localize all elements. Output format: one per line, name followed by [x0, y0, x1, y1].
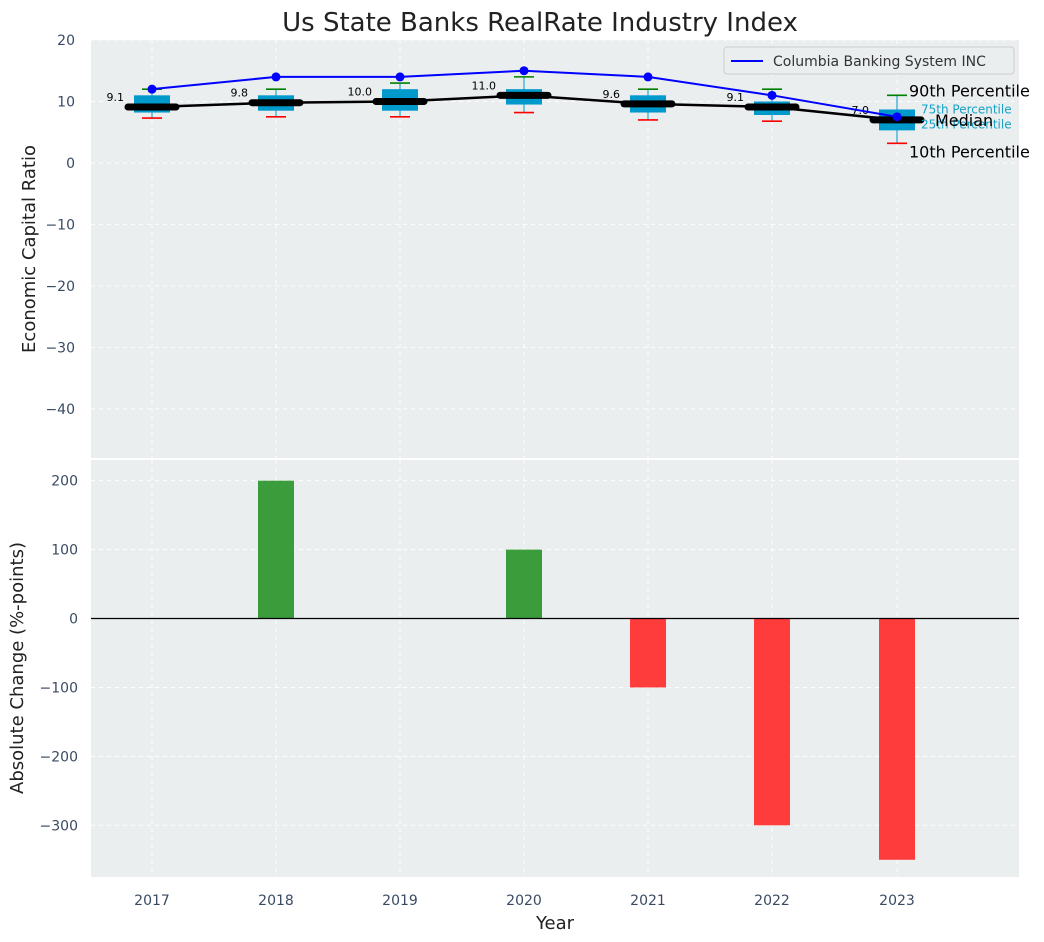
top-plot-area — [91, 40, 1019, 458]
bottom-y-tick-label: 100 — [51, 543, 78, 559]
bottom-plot-area — [91, 460, 1019, 877]
median-value-label: 9.8 — [231, 87, 249, 100]
top-y-tick-label: −40 — [45, 402, 75, 418]
top-y-tick-label: 20 — [57, 33, 75, 49]
top-y-axis-title: Economic Capital Ratio — [19, 145, 40, 353]
legend-entry-columbia: Columbia Banking System INC — [773, 54, 986, 70]
top-y-tick-label: −10 — [45, 217, 75, 233]
legend[interactable]: Columbia Banking System INC — [723, 46, 1015, 75]
company-point — [892, 112, 902, 122]
median-value-label: 11.0 — [472, 79, 497, 92]
top-y-tick-label: 0 — [66, 156, 75, 172]
chart-title: Us State Banks RealRate Industry Index — [282, 8, 798, 38]
company-point — [519, 66, 529, 76]
x-axis-title: Year — [535, 913, 575, 934]
x-tick-label: 2020 — [506, 893, 542, 909]
x-tick-label: 2023 — [879, 893, 915, 909]
bar-2022 — [754, 618, 790, 826]
bottom-y-tick-label: −300 — [40, 818, 78, 834]
change-bars — [91, 480, 1019, 860]
bottom-y-tick-label: 200 — [51, 474, 78, 490]
median-value-label: 9.1 — [107, 91, 125, 104]
median-label: Median — [935, 111, 993, 130]
company-point — [395, 72, 405, 82]
x-ticks: 2017 2018 2019 2020 2021 2022 2023 — [134, 893, 915, 909]
bottom-y-tick-label: 0 — [69, 612, 78, 628]
top-y-tick-label: 10 — [57, 94, 75, 110]
top-y-tick-label: −20 — [45, 279, 75, 295]
bottom-y-tick-label: −100 — [40, 680, 78, 696]
median-value-label: 10.0 — [348, 85, 373, 98]
line-series: 9.1 9.8 10.0 11.09.6 9.17.0 — [107, 66, 925, 124]
bar-2021 — [630, 618, 666, 688]
top-y-ticks: 20 10 0 −10 −20 −30 −40 — [45, 33, 75, 418]
median-value-label: 9.1 — [727, 91, 745, 104]
p25-label: 25th Percentile — [921, 117, 1012, 131]
median-value-label: 9.6 — [603, 88, 621, 101]
bottom-y-ticks: 200 100 0 −100 −200 −300 — [40, 474, 78, 835]
company-point — [767, 90, 777, 100]
company-point — [147, 84, 157, 94]
bar-2020 — [506, 549, 542, 619]
x-tick-label: 2017 — [134, 893, 170, 909]
x-tick-label: 2021 — [630, 893, 666, 909]
bottom-y-tick-label: −200 — [40, 749, 78, 765]
p10-label: 10th Percentile — [909, 142, 1030, 161]
company-point — [271, 72, 281, 82]
top-grid — [91, 39, 1019, 458]
p90-label: 90th Percentile — [909, 81, 1030, 100]
x-tick-label: 2019 — [382, 893, 418, 909]
p75-label: 75th Percentile — [921, 102, 1012, 116]
bottom-y-axis-title: Absolute Change (%-points) — [7, 542, 28, 794]
x-tick-label: 2022 — [754, 893, 790, 909]
bar-2023 — [879, 618, 915, 860]
company-point — [643, 72, 653, 82]
bar-2018 — [258, 480, 294, 619]
x-tick-label: 2018 — [258, 893, 294, 909]
top-y-tick-label: −30 — [45, 340, 75, 356]
